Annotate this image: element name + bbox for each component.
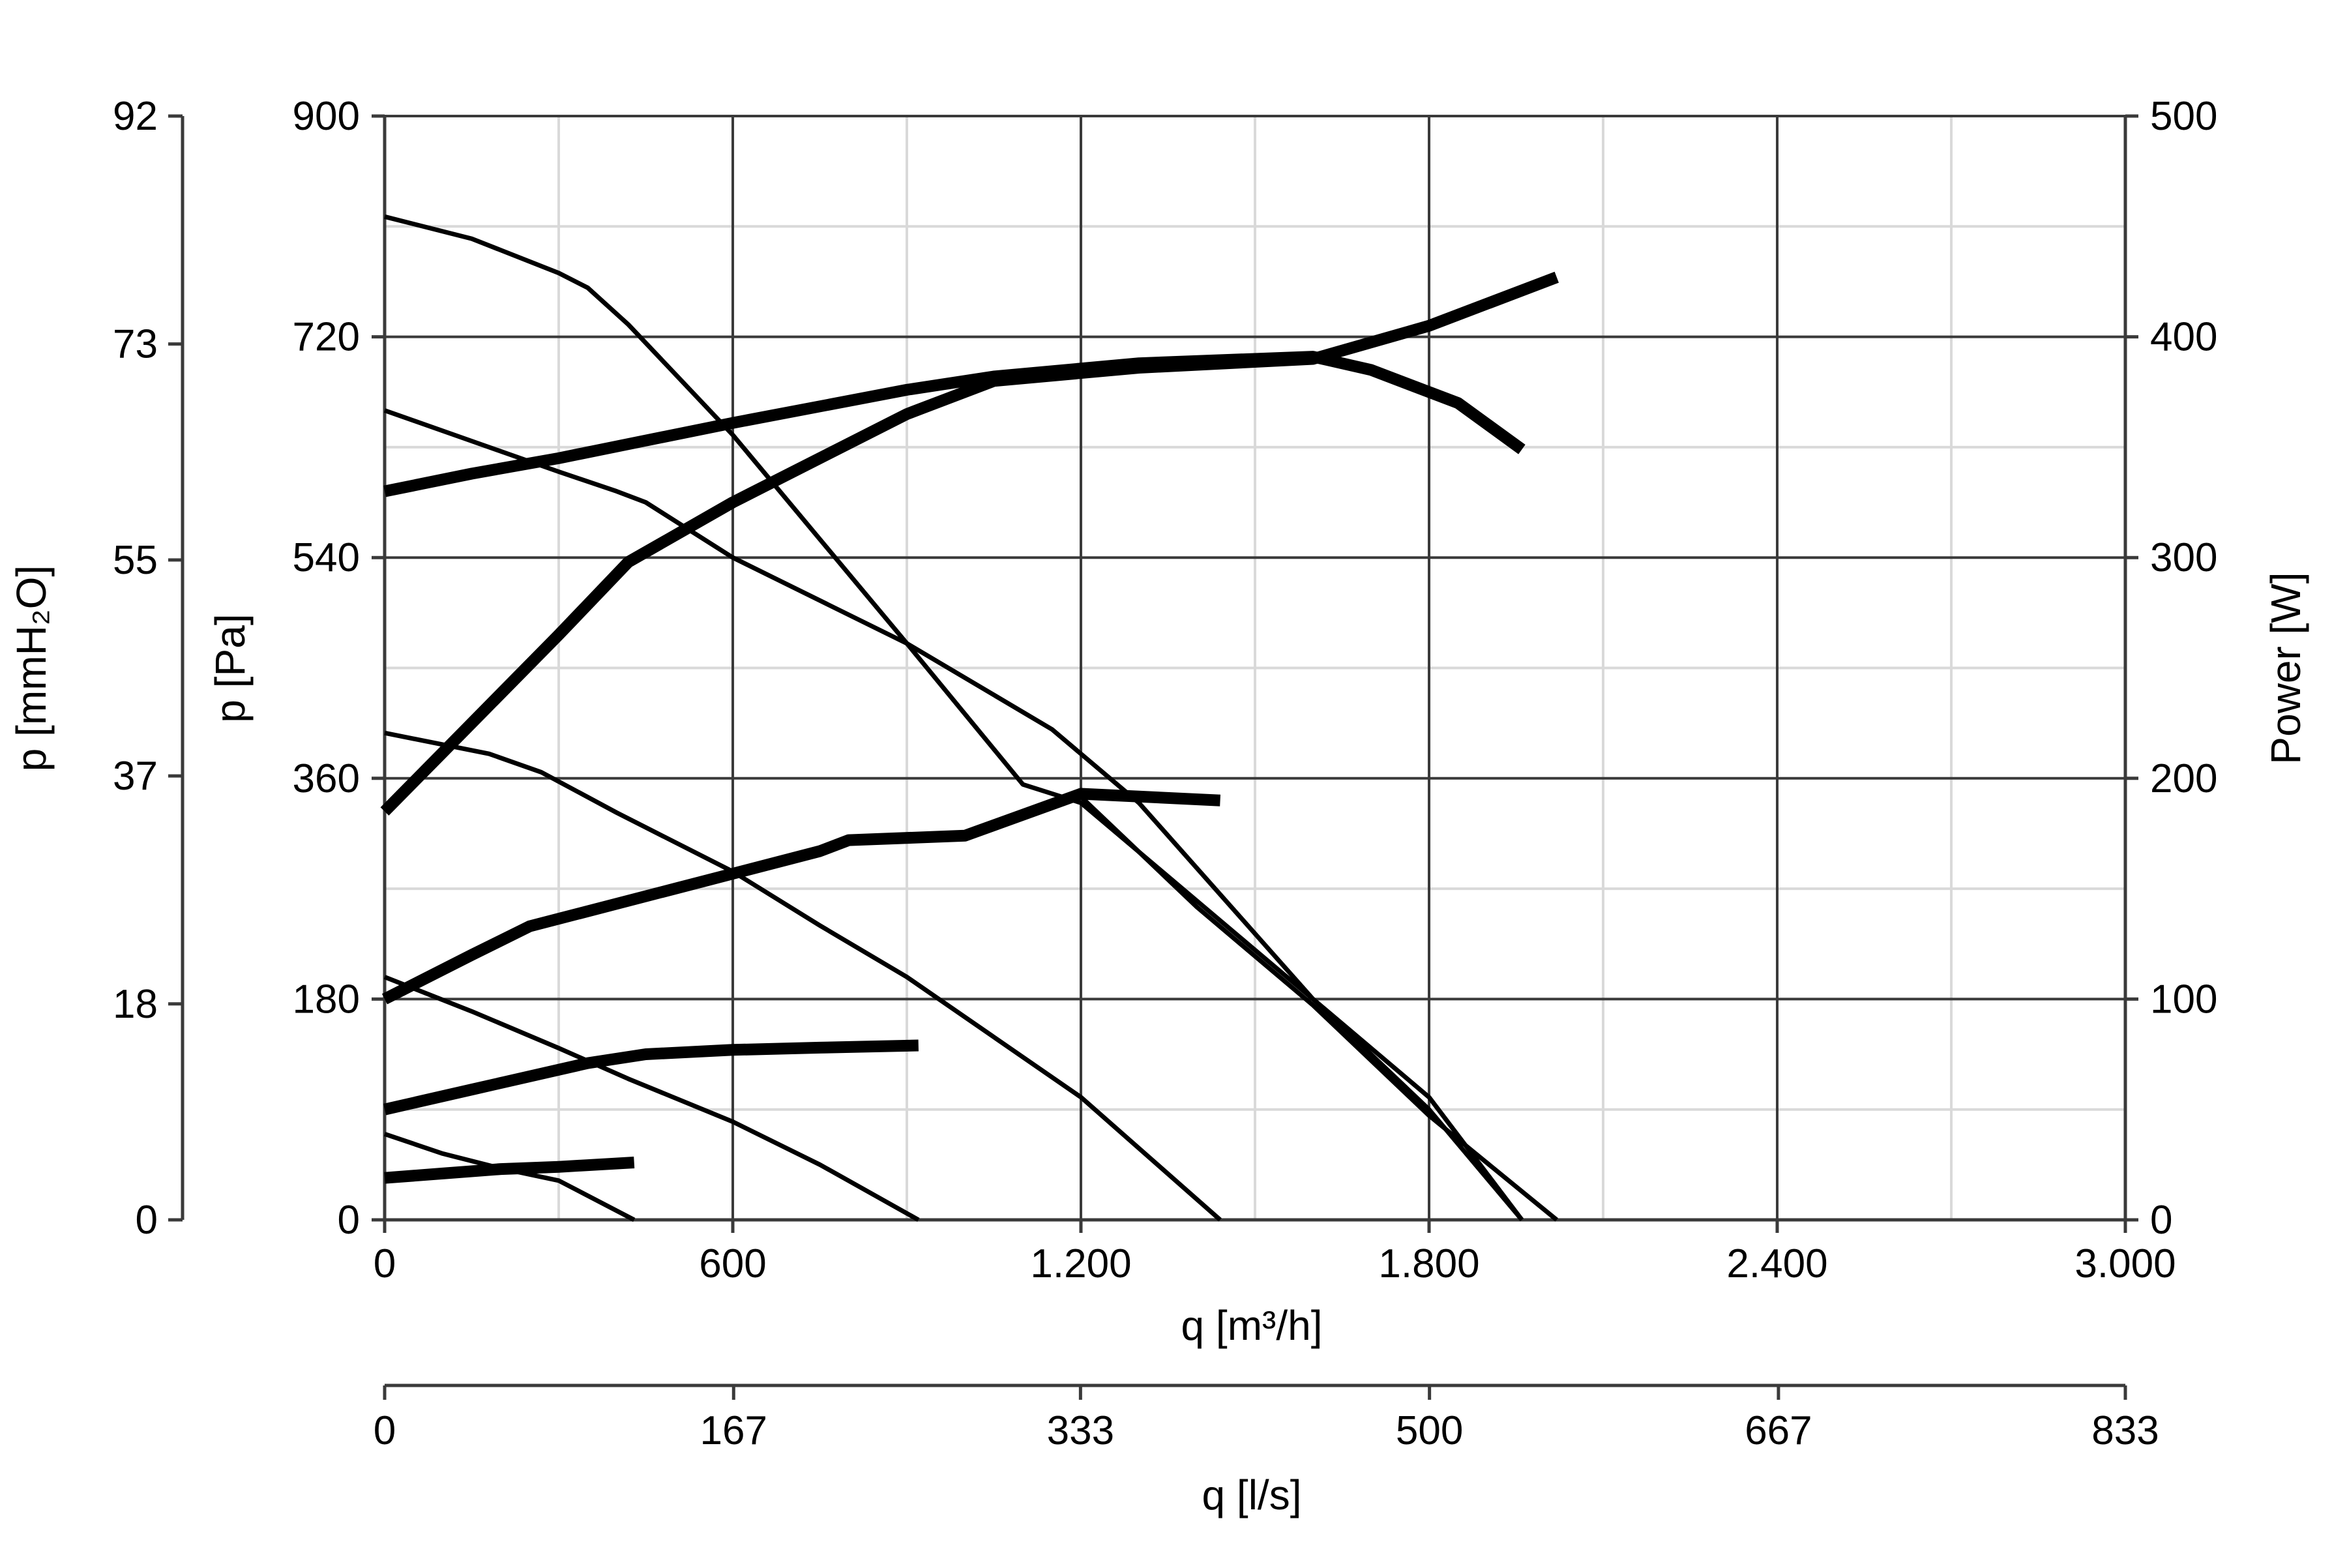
x-axis-secondary-tick-label: 500 <box>1396 1408 1463 1453</box>
power-curve-4 <box>383 1039 919 1116</box>
pressure-curve-4 <box>383 975 920 1222</box>
x-axis-tick-label: 1.200 <box>1030 1241 1131 1286</box>
y-axis-right-tick-label: 100 <box>2150 977 2217 1022</box>
power-curve-1 <box>383 351 1526 497</box>
y-axis-right-tick-label: 200 <box>2150 756 2217 801</box>
y-axis-title: p [Pa] <box>207 614 254 722</box>
x-axis-secondary-tick-label: 833 <box>2091 1408 2159 1453</box>
x-axis-title: q [m³/h] <box>1181 1302 1323 1349</box>
x-axis-tick-label: 2.400 <box>1726 1241 1827 1286</box>
pressure-curve-2 <box>383 408 1524 1222</box>
tick-labels: 0 18 37 55 73 92 0 167 333 500 667 833 0 600 1.200 1.80… <box>113 94 2217 1453</box>
y-axis-tick-label: 540 <box>293 535 360 580</box>
y-axis-outer-tick-label: 37 <box>113 754 158 799</box>
x-axis-tick-label: 600 <box>699 1241 766 1286</box>
y-axis-outer-tick-label: 92 <box>113 94 158 139</box>
power-curve-5 <box>384 1157 635 1184</box>
y-axis-right-tick-label: 400 <box>2150 315 2217 360</box>
y-axis-right-tick-label: 500 <box>2150 94 2217 139</box>
power-curve-2 <box>380 271 1559 816</box>
y-axis-tick-label: 180 <box>293 977 360 1022</box>
x-axis-secondary-tick-label: 0 <box>374 1408 396 1453</box>
y-axis-outer-tick-label: 0 <box>136 1198 158 1243</box>
y-axis-outer-title: p [mmH₂O] <box>8 565 55 771</box>
pressure-curve-3 <box>384 730 1222 1222</box>
y-axis-outer-tick-label: 73 <box>113 322 158 367</box>
y-axis-tick-label: 360 <box>293 756 360 801</box>
power-curve-3 <box>381 788 1221 1005</box>
x-axis-secondary-tick-label: 167 <box>700 1408 767 1453</box>
x-axis-secondary-tick-label: 667 <box>1745 1408 1812 1453</box>
x-axis-tick-label: 3.000 <box>2074 1241 2176 1286</box>
x-axis-tick-label: 1.800 <box>1378 1241 1479 1286</box>
x-axis-secondary-tick-label: 333 <box>1047 1408 1114 1453</box>
y-axis-tick-label: 0 <box>338 1198 360 1243</box>
y-axis-tick-label: 900 <box>293 94 360 139</box>
x-axis-tick-label: 0 <box>374 1241 396 1286</box>
y-axis-outer-tick-label: 55 <box>113 538 158 583</box>
pressure-curve-extra-1 <box>1079 795 1559 1222</box>
y-axis-outer-tick-label: 18 <box>113 982 158 1027</box>
y-axis-right-tick-label: 0 <box>2150 1198 2172 1243</box>
axes <box>168 114 2138 1400</box>
y-axis-right-title: Power [W] <box>2262 572 2309 764</box>
y-axis-tick-label: 720 <box>293 315 360 360</box>
x-axis-secondary-title: q [l/s] <box>1202 1472 1302 1518</box>
y-axis-right-tick-label: 300 <box>2150 535 2217 580</box>
curves <box>380 214 1559 1222</box>
